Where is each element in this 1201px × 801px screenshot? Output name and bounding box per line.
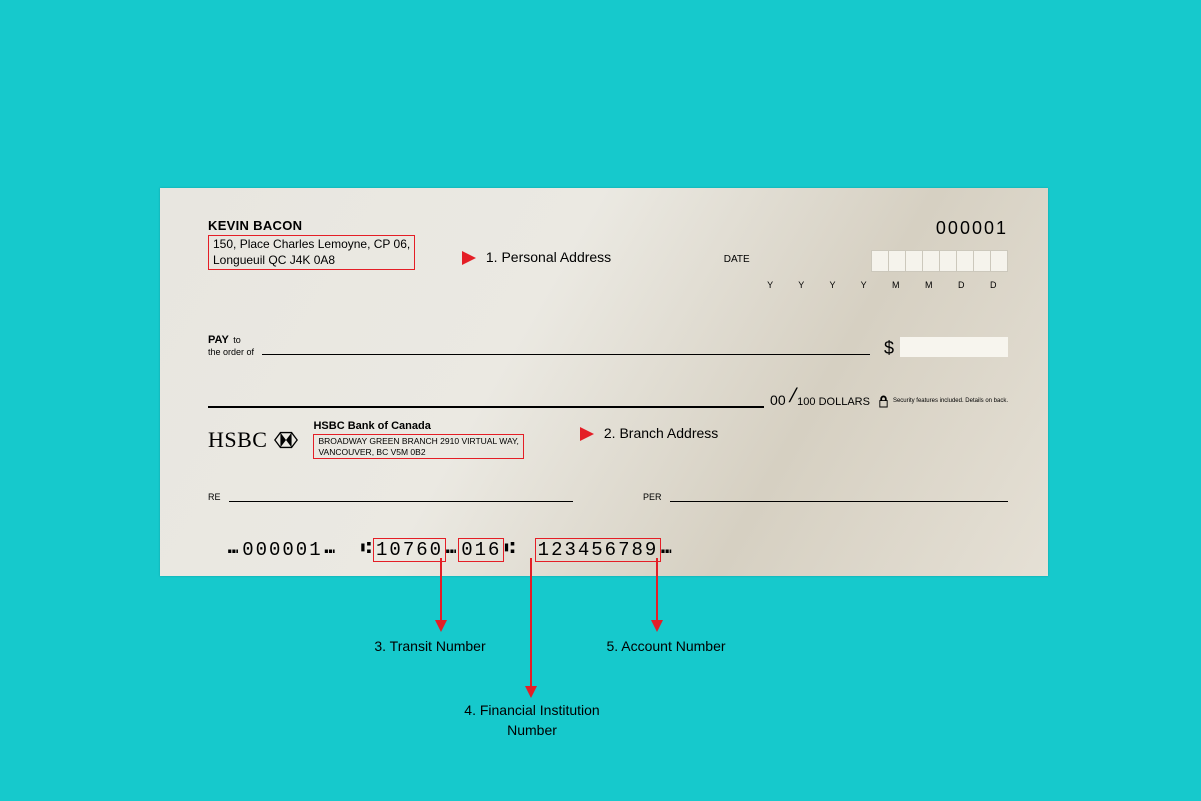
amount-words-row: 00 / 100 DOLLARS Security features inclu… [208, 385, 1008, 408]
amount-box [900, 337, 1008, 357]
memo-signature-row: RE PER [208, 492, 1008, 502]
bank-details: HSBC Bank of Canada BROADWAY GREEN BRANC… [313, 420, 523, 460]
pay-order-text: the order of [208, 347, 254, 357]
lock-icon [878, 395, 889, 408]
date-label: DATE [724, 254, 750, 265]
micr-cheque-number: 000001 [240, 539, 324, 561]
branch-address-box: BROADWAY GREEN BRANCH 2910 VIRTUAL WAY, … [313, 434, 523, 459]
callout5-text: 5. Account Number [606, 638, 725, 654]
micr-symbol: ⑉ [661, 540, 673, 559]
branch-address-line2: VANCOUVER, BC V5M 0B2 [318, 447, 518, 458]
micr-institution-number: 016 [458, 538, 504, 562]
micr-symbol: ⑉ [228, 540, 240, 559]
branch-address-line1: BROADWAY GREEN BRANCH 2910 VIRTUAL WAY, [318, 436, 518, 447]
infographic-canvas: KEVIN BACON 150, Place Charles Lemoyne, … [0, 0, 1201, 801]
pay-to-row: PAY to the order of $ [208, 330, 1008, 357]
arrow-account [656, 558, 663, 632]
re-label: RE [208, 492, 221, 502]
date-field: DATE Y Y Y Y M M D D [724, 250, 1008, 293]
pay-label: PAY [208, 334, 229, 346]
callout1-text: 1. Personal Address [486, 249, 611, 265]
micr-encoding-row: ⑉ 000001 ⑉ ⑆ 10760 ⑉ 016 ⑆ 123456789 ⑉ [208, 538, 1008, 562]
date-format-letters: Y Y Y Y M M D D [767, 280, 1008, 290]
bank-logo-text: HSBC [208, 427, 267, 453]
per-label: PER [643, 492, 662, 502]
cheque-number: 000001 [936, 218, 1008, 239]
arrow-institution [530, 558, 537, 698]
memo-line [229, 501, 573, 502]
payee-line [262, 354, 870, 355]
pay-to-text: to [233, 335, 241, 345]
callout-personal-address: 1. Personal Address [462, 249, 611, 265]
account-holder-block: KEVIN BACON 150, Place Charles Lemoyne, … [208, 218, 415, 270]
signature-field: PER [643, 492, 1008, 502]
cents-value: 00 [770, 392, 786, 408]
micr-symbol: ⑆ [504, 540, 516, 559]
callout-account-number: 5. Account Number [576, 638, 756, 654]
hundred-dollars-label: 100 DOLLARS [797, 396, 870, 408]
pay-label-block: PAY to the order of [208, 330, 254, 357]
personal-address-line2: Longueuil QC J4K 0A8 [213, 253, 410, 269]
micr-dash: ⑉ [446, 540, 458, 559]
memo-field: RE [208, 492, 573, 502]
callout-branch-address: 2. Branch Address [580, 425, 718, 441]
micr-account-number: 123456789 [535, 538, 662, 562]
hsbc-hexagon-icon [273, 427, 299, 453]
arrow-transit [440, 558, 447, 632]
personal-address-line1: 150, Place Charles Lemoyne, CP 06, [213, 237, 410, 253]
micr-symbol: ⑆ [361, 540, 373, 559]
account-holder-name: KEVIN BACON [208, 218, 415, 233]
cheque-document: KEVIN BACON 150, Place Charles Lemoyne, … [160, 188, 1048, 576]
signature-line [670, 501, 1008, 502]
micr-symbol: ⑉ [325, 540, 337, 559]
arrow-right-icon [462, 251, 476, 265]
bank-logo: HSBC [208, 427, 299, 453]
bank-name: HSBC Bank of Canada [313, 420, 523, 432]
callout4b-text: Number [432, 722, 632, 738]
callout-institution-number: 4. Financial Institution Number [432, 702, 632, 738]
date-input-boxes: Y Y Y Y M M D D [760, 250, 1008, 290]
amount-words-line [208, 406, 764, 408]
callout2-text: 2. Branch Address [604, 425, 718, 441]
security-note: Security features included. Details on b… [878, 395, 1008, 408]
dollar-sign: $ [884, 338, 894, 359]
callout3-text: 3. Transit Number [374, 638, 485, 654]
micr-transit-number: 10760 [373, 538, 446, 562]
callout-transit-number: 3. Transit Number [350, 638, 510, 654]
security-text: Security features included. Details on b… [893, 398, 1008, 405]
personal-address-box: 150, Place Charles Lemoyne, CP 06, Longu… [208, 235, 415, 270]
arrow-right-icon [580, 427, 594, 441]
callout4-text: 4. Financial Institution [432, 702, 632, 718]
